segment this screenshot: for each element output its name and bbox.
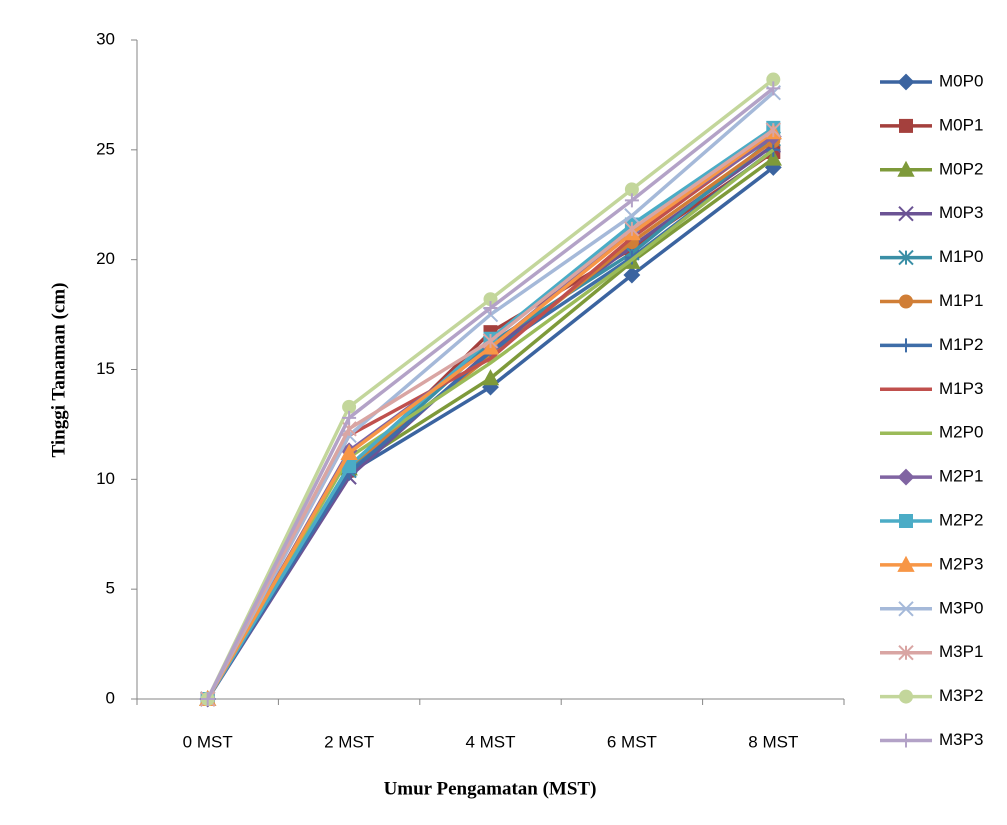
marker [899,294,913,309]
marker [624,208,640,224]
legend-label: M3P0 [939,598,983,617]
legend-label: M1P1 [939,291,983,310]
marker [899,689,913,704]
marker [898,644,914,661]
marker [766,142,781,157]
marker [899,733,913,748]
legend-label: M1P2 [939,335,983,354]
marker [624,193,639,208]
series-line [206,144,775,700]
marker [897,73,915,91]
marker [899,118,913,133]
marker [898,249,914,266]
y-tick-label: 5 [106,579,115,598]
legend-label: M1P0 [939,247,983,266]
marker [898,601,914,617]
marker [897,468,915,486]
series-line [206,91,775,700]
marker [482,333,499,349]
x-tick-label: 6 MST [607,732,657,751]
y-tick-label: 20 [96,249,115,268]
marker [342,410,357,425]
x-tick-label: 8 MST [748,732,798,751]
marker [899,514,913,528]
marker [897,555,915,572]
legend-label: M2P3 [939,554,983,573]
legend-label: M1P3 [939,379,983,398]
legend-label: M0P1 [939,115,983,134]
legend-label: M3P2 [939,686,983,705]
y-axis-title: Tinggi Tanaman (cm) [48,283,69,458]
marker [898,205,914,222]
marker [623,266,641,284]
series-line [206,166,775,700]
marker [766,81,781,96]
legend-label: M3P3 [939,730,983,749]
legend-label: M2P1 [939,467,983,486]
legend-label: M2P2 [939,510,983,529]
series-line [206,157,775,700]
marker [481,369,500,386]
legend-label: M0P0 [939,71,983,90]
x-tick-label: 2 MST [324,732,374,751]
x-tick-label: 4 MST [465,732,515,751]
y-tick-label: 10 [96,469,115,488]
legend-label: M0P2 [939,159,983,178]
series-line [206,139,775,700]
marker [897,160,915,177]
marker [340,443,358,460]
marker [764,149,782,166]
x-axis-title: Umur Pengamatan (MST) [384,778,597,799]
x-tick-label: 0 MST [183,732,233,751]
marker [624,221,640,237]
legend-label: M3P1 [939,642,983,661]
marker [200,692,215,706]
series-line [206,137,775,700]
y-tick-label: 30 [96,29,115,48]
legend-label: M2P0 [939,423,983,442]
y-tick-label: 15 [96,359,115,378]
marker [899,338,913,353]
y-tick-label: 0 [106,688,115,707]
legend-label: M0P3 [939,203,983,222]
y-tick-label: 25 [96,139,115,158]
marker [483,300,498,315]
marker [765,122,782,138]
